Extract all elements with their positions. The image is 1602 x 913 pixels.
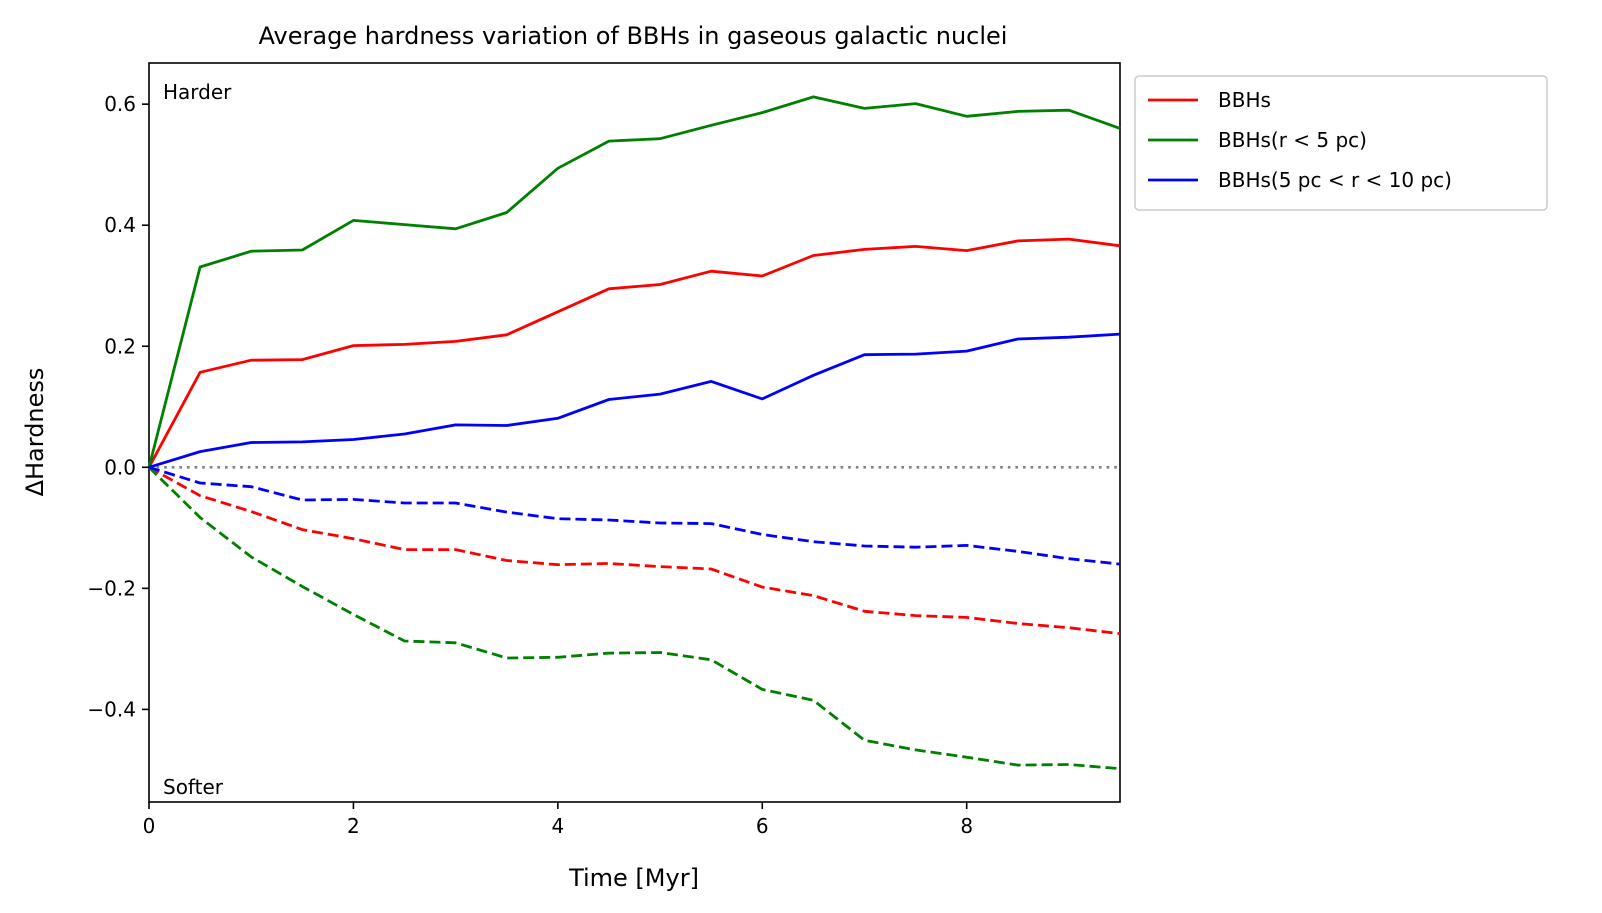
y-tick-label: −0.4 [87,697,136,721]
legend-label: BBHs(r < 5 pc) [1218,128,1367,152]
x-tick-label: 8 [960,814,973,838]
x-tick-label: 4 [551,814,564,838]
series-line-2-solid [147,95,1121,468]
chart-title: Average hardness variation of BBHs in ga… [259,22,1008,50]
y-tick-label: 0.4 [104,213,136,237]
y-tick-label: 0.0 [104,455,136,479]
x-axis-ticks: 0 2 4 6 8 [143,802,973,838]
series-line-3-solid [148,332,1121,469]
annotation-harder: Harder [163,80,232,104]
series-line-6-dashed [148,465,1121,566]
plot-frame [148,62,1121,803]
series-line-1-solid [147,237,1121,468]
legend: BBHs BBHs(r < 5 pc) BBHs(5 pc < r < 10 pc) [1134,75,1548,211]
x-tick-label: 6 [756,814,769,838]
x-tick-label: 2 [347,814,360,838]
legend-label: BBHs(5 pc < r < 10 pc) [1218,168,1452,192]
x-tick-label: 0 [143,814,156,838]
x-axis-label: Time [Myr] [568,864,699,892]
annotation-softer: Softer [163,775,224,799]
y-tick-label: 0.2 [104,334,136,358]
series-group [147,95,1121,771]
legend-entries: BBHs BBHs(r < 5 pc) BBHs(5 pc < r < 10 pc) [1148,88,1452,192]
y-tick-label: 0.6 [104,92,136,116]
legend-label: BBHs [1218,88,1271,112]
y-axis-label: ΔHardness [21,368,49,497]
series-line-4-dashed [148,466,1121,636]
y-tick-label: −0.2 [87,576,136,600]
y-axis-ticks: −0.4 −0.2 0.0 0.2 0.4 0.6 [87,92,149,721]
legend-frame [1134,75,1548,211]
